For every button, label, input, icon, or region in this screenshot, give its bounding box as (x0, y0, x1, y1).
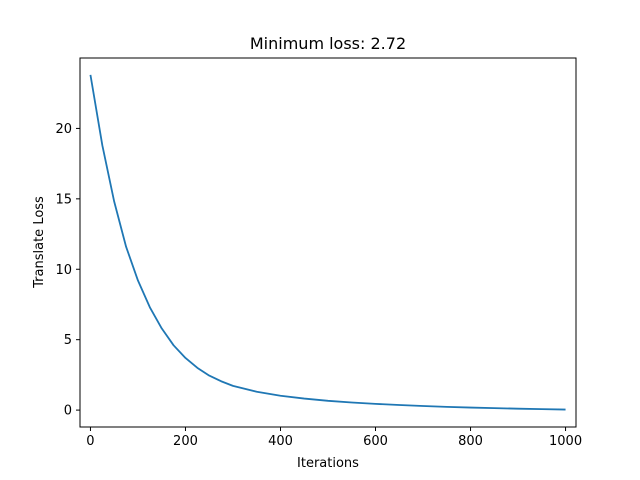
x-axis-label: Iterations (297, 456, 359, 471)
series-line-0 (89, 74, 566, 411)
x-tick-label: 1000 (549, 434, 582, 449)
x-tick-label: 400 (268, 434, 293, 449)
y-axis: 0 5 10 15 20 (55, 122, 80, 419)
y-tick-label: 15 (55, 192, 72, 207)
x-tick-label: 0 (86, 434, 94, 449)
x-tick-label: 200 (173, 434, 198, 449)
y-tick-label: 10 (55, 263, 72, 278)
chart-title: Minimum loss: 2.72 (250, 34, 406, 53)
y-tick-label: 0 (64, 404, 72, 419)
x-axis: 0 200 400 600 800 1000 (86, 427, 582, 449)
y-tick-label: 5 (64, 333, 72, 348)
plot-area (89, 74, 566, 411)
axes-frame (79, 57, 577, 428)
x-tick-label: 600 (363, 434, 388, 449)
y-axis-label: Translate Loss (32, 196, 47, 289)
y-tick-label: 20 (55, 122, 72, 137)
x-tick-label: 800 (458, 434, 483, 449)
